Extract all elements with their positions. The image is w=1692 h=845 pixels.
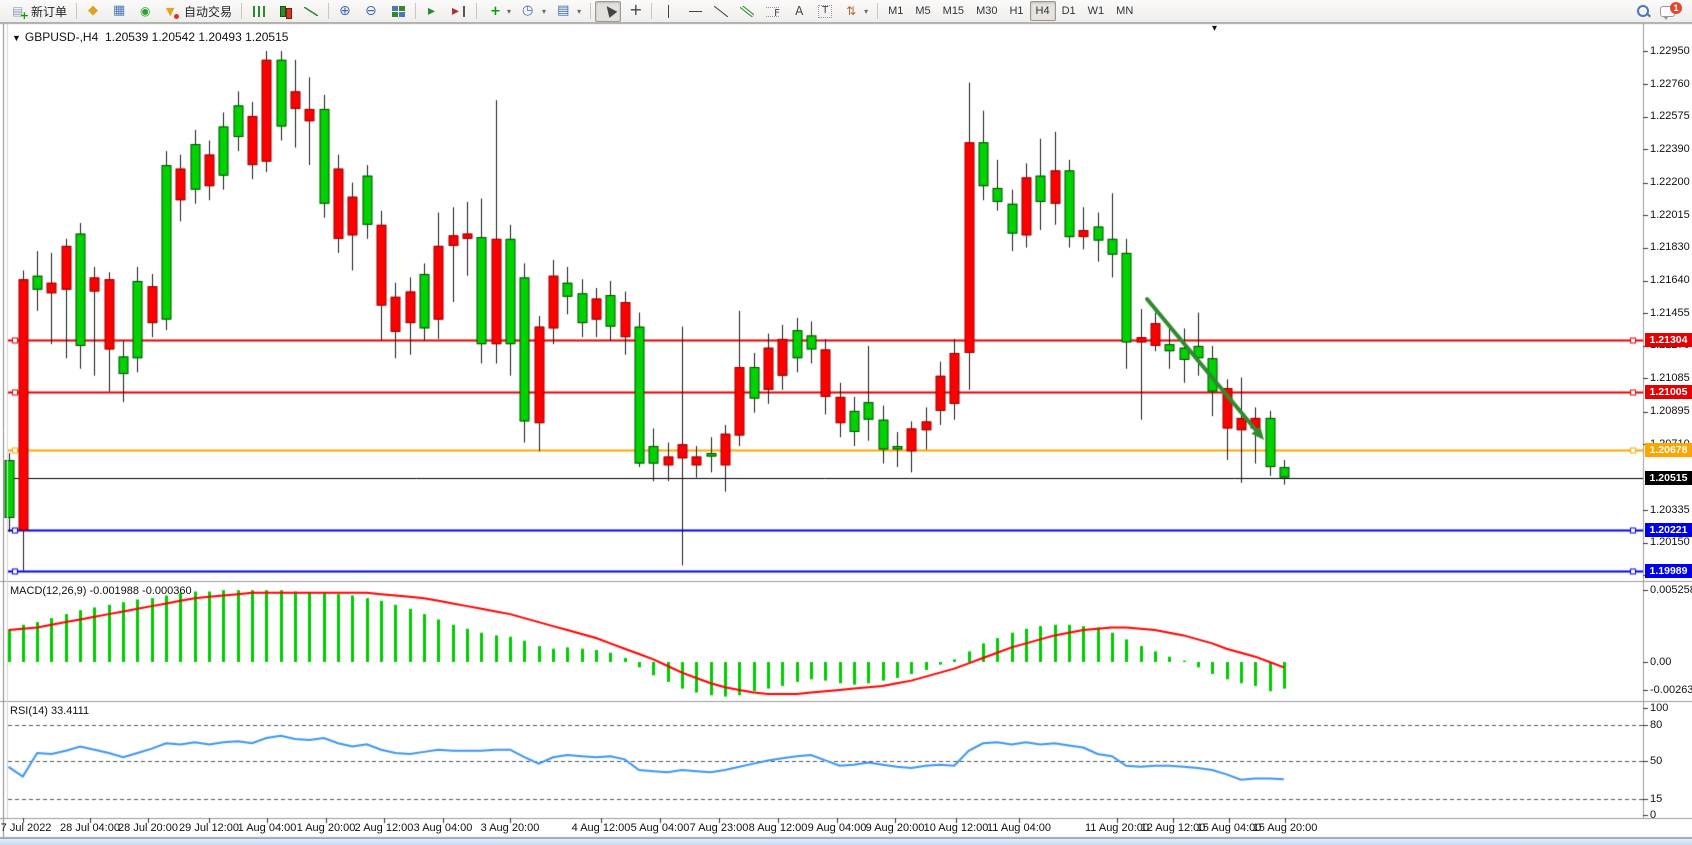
toolbar-separator bbox=[415, 3, 417, 19]
zoom-in-button[interactable] bbox=[333, 1, 359, 22]
zoom-out-icon bbox=[364, 4, 380, 19]
vertical-line-icon bbox=[661, 4, 677, 19]
cursor-button[interactable] bbox=[595, 0, 622, 22]
toolbar-separator bbox=[651, 3, 653, 19]
periods-button[interactable]: ▾ bbox=[516, 1, 551, 22]
chevron-down-icon: ▾ bbox=[577, 6, 582, 16]
timeframe-H4[interactable]: H4 bbox=[1029, 1, 1056, 21]
signals-button[interactable] bbox=[133, 1, 159, 22]
horizontal-line-button[interactable] bbox=[682, 1, 708, 22]
crosshair-icon bbox=[626, 2, 642, 19]
chat-button[interactable]: 1 bbox=[1660, 2, 1682, 20]
gold-cube-icon bbox=[86, 4, 102, 19]
timeframe-W1[interactable]: W1 bbox=[1087, 5, 1105, 17]
timeframe-H1[interactable]: H1 bbox=[1009, 5, 1024, 17]
chevron-down-icon: ▾ bbox=[864, 6, 869, 16]
toolbar-separator bbox=[241, 3, 243, 19]
indicators-icon bbox=[486, 4, 502, 19]
chart-shift-button[interactable] bbox=[446, 1, 472, 22]
gold-cube-button[interactable] bbox=[81, 1, 107, 22]
new-order-icon bbox=[11, 4, 29, 21]
timeframe-D1[interactable]: D1 bbox=[1061, 5, 1076, 17]
chevron-down-icon: ▾ bbox=[507, 6, 512, 16]
new-order-label: 新订单 bbox=[31, 4, 68, 19]
new-order-button[interactable]: 新订单 bbox=[6, 1, 72, 22]
notification-badge: 1 bbox=[1670, 2, 1682, 14]
text-label-icon bbox=[817, 4, 833, 19]
chart-shift-icon bbox=[451, 4, 467, 19]
toolbar-separator bbox=[476, 3, 478, 19]
timeframe-M1[interactable]: M1 bbox=[888, 5, 904, 17]
text-label-button[interactable] bbox=[812, 1, 838, 22]
timeframe-M15[interactable]: M15 bbox=[942, 5, 965, 17]
timeframe-M30[interactable]: M30 bbox=[976, 5, 998, 17]
trend-line-icon bbox=[713, 4, 729, 19]
chevron-down-icon: ▾ bbox=[542, 6, 547, 16]
vertical-line-button[interactable] bbox=[656, 1, 682, 22]
fibonacci-button[interactable] bbox=[760, 1, 786, 22]
candlestick-chart-icon bbox=[277, 4, 293, 19]
tile-windows-button[interactable] bbox=[385, 1, 411, 22]
crosshair-button[interactable] bbox=[621, 1, 647, 22]
market-watch-icon bbox=[112, 4, 128, 19]
auto-trading-label: 自动交易 bbox=[184, 4, 233, 19]
bar-chart-button[interactable] bbox=[246, 1, 272, 22]
trend-line-button[interactable] bbox=[708, 1, 734, 22]
main-toolbar: 新订单 自动交易 ▾ ▾ ▾ ▾ bbox=[0, 0, 1692, 23]
equidistant-channel-icon bbox=[739, 4, 755, 19]
market-watch-button[interactable] bbox=[107, 1, 133, 22]
arrow-shapes-icon bbox=[843, 4, 859, 19]
timeframe-group: M1 M5 M15 M30 H1 H4 D1 W1 MN bbox=[882, 1, 1139, 21]
text-button[interactable] bbox=[786, 1, 812, 22]
indicators-button[interactable]: ▾ bbox=[481, 1, 516, 22]
text-icon bbox=[791, 4, 807, 19]
templates-icon bbox=[556, 4, 572, 19]
signals-icon bbox=[138, 4, 154, 19]
arrow-shapes-button[interactable]: ▾ bbox=[838, 1, 873, 22]
clock-icon bbox=[521, 4, 537, 19]
templates-button[interactable]: ▾ bbox=[551, 1, 586, 22]
toolbar-separator bbox=[76, 3, 78, 19]
bar-chart-icon bbox=[251, 4, 267, 19]
auto-scroll-icon bbox=[425, 4, 441, 19]
toolbar-separator bbox=[877, 3, 879, 19]
search-icon[interactable] bbox=[1636, 4, 1650, 18]
auto-scroll-button[interactable] bbox=[420, 1, 446, 22]
zoom-out-button[interactable] bbox=[359, 1, 385, 22]
horizontal-line-icon bbox=[687, 4, 703, 19]
equidistant-channel-button[interactable] bbox=[734, 1, 760, 22]
candlestick-chart-button[interactable] bbox=[272, 1, 298, 22]
tile-windows-icon bbox=[390, 4, 406, 19]
zoom-in-icon bbox=[338, 4, 354, 19]
toolbar-separator bbox=[590, 3, 592, 19]
timeframe-M5[interactable]: M5 bbox=[915, 5, 931, 17]
timeframe-MN[interactable]: MN bbox=[1116, 5, 1134, 17]
fibonacci-icon bbox=[765, 4, 781, 19]
auto-trading-button[interactable]: 自动交易 bbox=[159, 1, 237, 22]
cursor-icon bbox=[600, 4, 616, 19]
toolbar-separator bbox=[328, 3, 330, 19]
auto-trading-icon bbox=[164, 4, 180, 19]
window-bottom-edge bbox=[0, 838, 1692, 845]
line-chart-button[interactable] bbox=[298, 1, 324, 22]
line-chart-icon bbox=[303, 4, 319, 19]
